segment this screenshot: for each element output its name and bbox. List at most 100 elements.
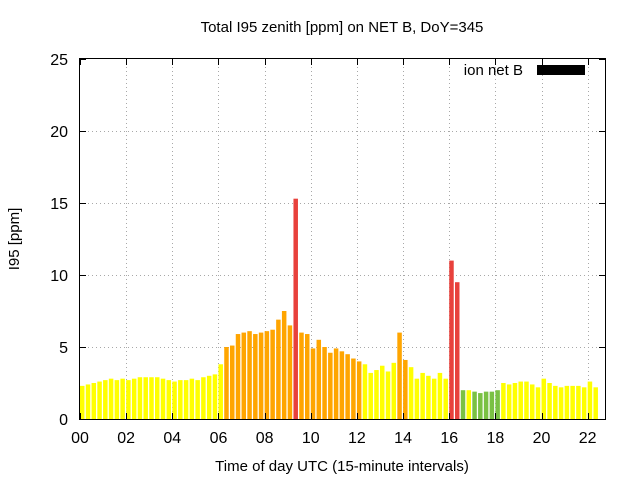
bar-orange (241, 332, 247, 419)
bar-yellow (91, 383, 97, 419)
bar-orange (264, 331, 270, 419)
bar-red (449, 260, 454, 419)
bar-yellow (420, 372, 425, 419)
x-tick-label: 04 (163, 430, 181, 447)
chart-title: Total I95 zenith [ppm] on NET B, DoY=345 (201, 19, 484, 36)
bar-yellow (172, 381, 177, 419)
bar-yellow (530, 384, 535, 419)
x-tick-label: 12 (348, 430, 366, 447)
bar-orange (333, 348, 339, 419)
bar-orange (235, 334, 241, 419)
bar-yellow (212, 374, 218, 419)
bar-yellow (408, 367, 414, 419)
bar-yellow (131, 378, 137, 419)
bar-yellow (160, 378, 166, 419)
bar-yellow (541, 378, 547, 419)
x-tick-label: 22 (579, 430, 597, 447)
x-tick-label: 02 (117, 430, 135, 447)
bar-green (460, 390, 466, 419)
bar-orange (351, 358, 356, 419)
bar-orange (310, 348, 316, 419)
plot-frame (79, 58, 606, 420)
grid-lines (80, 59, 605, 419)
x-tick-label: 00 (71, 430, 89, 447)
bar-orange (258, 332, 264, 419)
bar-yellow (201, 377, 206, 419)
bar-series (80, 198, 598, 419)
bar-yellow (466, 390, 472, 419)
bar-yellow (512, 383, 518, 419)
bar-yellow (385, 371, 391, 419)
bar-orange (316, 339, 322, 419)
bar-yellow (414, 378, 420, 419)
bar-yellow (553, 385, 558, 419)
bar-yellow (570, 385, 575, 419)
x-tick-label: 06 (210, 430, 228, 447)
y-axis-label: I95 [ppm] (6, 208, 23, 271)
bar-yellow (558, 387, 564, 419)
bar-yellow (108, 378, 114, 419)
y-tick-label: 25 (50, 52, 68, 69)
bar-yellow (506, 384, 512, 419)
bar-yellow (391, 362, 397, 419)
bar-green (489, 391, 495, 419)
bar-orange (281, 311, 287, 419)
bar-yellow (437, 372, 443, 419)
bar-orange (403, 359, 408, 419)
x-tick-label: 14 (394, 430, 412, 447)
x-axis-label: Time of day UTC (15-minute intervals) (215, 458, 469, 475)
x-tick-label: 08 (256, 430, 274, 447)
bar-orange (287, 325, 293, 419)
bar-yellow (189, 378, 195, 419)
bar-red (293, 198, 298, 419)
legend: ion net B (464, 62, 585, 79)
y-tick-label: 0 (59, 412, 68, 429)
bar-green (495, 390, 500, 419)
bar-orange (345, 354, 350, 419)
bar-yellow (114, 380, 120, 419)
bar-yellow (166, 380, 172, 419)
bar-yellow (581, 387, 587, 419)
bar-orange (230, 345, 235, 419)
bar-yellow (126, 380, 131, 419)
bar-yellow (183, 380, 189, 419)
x-tick-label: 18 (486, 430, 504, 447)
x-tick-label: 10 (302, 430, 320, 447)
bar-orange (247, 331, 252, 419)
bar-orange (322, 347, 327, 419)
bar-green (483, 391, 489, 419)
bar-yellow (431, 378, 437, 419)
bar-yellow (120, 378, 125, 419)
bar-yellow (380, 365, 385, 419)
y-tick-label: 15 (50, 196, 68, 213)
x-tick-label: 16 (440, 430, 458, 447)
bar-orange (253, 334, 258, 419)
bar-green (472, 391, 477, 419)
y-tick-label: 5 (59, 340, 68, 357)
legend-swatch (537, 65, 585, 75)
bar-orange (328, 352, 333, 419)
bar-yellow (564, 385, 570, 419)
bar-yellow (149, 377, 154, 419)
y-tick-label: 20 (50, 124, 68, 141)
bar-orange (224, 347, 229, 419)
bar-yellow (547, 383, 552, 419)
bar-yellow (143, 377, 148, 419)
bar-yellow (85, 384, 91, 419)
bar-yellow (501, 383, 506, 419)
bar-yellow (218, 364, 223, 419)
bar-red (455, 282, 460, 419)
bar-yellow (426, 375, 431, 419)
bar-yellow (206, 375, 212, 419)
bar-yellow (535, 387, 541, 419)
bar-yellow (80, 385, 85, 419)
bar-yellow (368, 372, 373, 419)
bar-yellow (576, 385, 581, 419)
bar-orange (339, 351, 345, 419)
bar-yellow (195, 380, 200, 419)
bar-yellow (518, 381, 523, 419)
bar-yellow (155, 377, 160, 419)
bar-yellow (137, 377, 143, 419)
x-tick-label: 20 (533, 430, 551, 447)
